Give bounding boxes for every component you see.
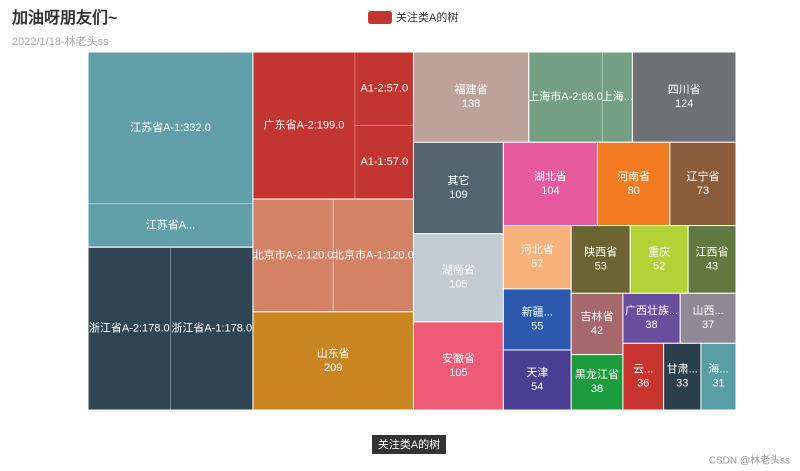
chart-subtitle: 2022/1/18-林老头ss	[12, 34, 109, 48]
leaf-value: 55	[531, 320, 543, 332]
treemap-leaf	[528, 51, 603, 143]
leaf-label: 广东省A-2:199.0	[264, 118, 345, 131]
leaf-value: 109	[449, 189, 467, 201]
treemap-leaf	[502, 225, 572, 290]
leaf-name: 云...	[633, 364, 653, 376]
treemap-leaf	[596, 141, 671, 227]
treemap-leaf	[502, 349, 572, 411]
leaf-value: 43	[706, 260, 718, 272]
legend-swatch[interactable]	[368, 11, 392, 24]
leaf-label: A1-2:57.0	[360, 83, 408, 95]
leaf-name: 四川省	[668, 83, 701, 96]
leaf-name: 天津	[526, 366, 548, 379]
leaf-value: 38	[591, 383, 603, 395]
treemap-leaf	[252, 198, 334, 313]
leaf-name: 新疆...	[522, 304, 553, 318]
leaf-label: 江苏省A...	[146, 218, 196, 231]
leaf-name: 福建省	[455, 82, 488, 96]
leaf-value: 33	[676, 378, 688, 390]
leaf-name: 山西...	[693, 304, 724, 317]
leaf-value: 209	[324, 362, 342, 374]
treemap-leaf	[412, 51, 530, 143]
legend-label[interactable]: 关注类A的树	[396, 10, 458, 24]
treemap-leaf	[570, 225, 631, 294]
leaf-name: 海...	[708, 362, 728, 376]
treemap-leaf	[252, 51, 356, 200]
leaf-name: 安徽省	[442, 351, 475, 365]
treemap-leaf	[629, 225, 689, 294]
treemap-leaf	[332, 198, 414, 313]
leaf-name: 河北省	[521, 243, 554, 256]
leaf-name: 黑龙江省	[575, 368, 619, 381]
leaf-value: 80	[628, 185, 640, 197]
leaf-value: 57	[531, 258, 543, 270]
treemap-leaf	[570, 354, 624, 411]
leaf-value: 105	[449, 367, 467, 379]
treemap-leaf	[252, 311, 414, 411]
leaf-label: A1-1:57.0	[360, 156, 408, 168]
treemap-leaf	[687, 225, 737, 294]
leaf-name: 广西壮族...	[625, 303, 678, 317]
leaf-name: 江西省	[696, 245, 729, 258]
treemap-leaf	[354, 125, 414, 200]
leaf-name: 湖北省	[534, 170, 567, 183]
leaf-name: 河南省	[617, 170, 650, 183]
treemap-leaf	[700, 342, 737, 411]
chart-title: 加油呀朋友们~	[11, 8, 117, 27]
treemap-leaf	[412, 321, 504, 411]
leaf-name: 陕西省	[584, 244, 617, 258]
leaf-name: 重庆	[648, 244, 670, 258]
treemap-leaf	[87, 246, 171, 411]
leaf-value: 52	[653, 260, 665, 272]
leaf-label: 上海市A-2:88.0	[528, 89, 603, 103]
leaf-name: 甘肃...	[667, 363, 698, 376]
leaf-label: 北京市A-2:120.0	[253, 247, 334, 261]
treemap-leaf	[622, 342, 665, 411]
leaf-name: 吉林省	[581, 309, 614, 323]
treemap-leaf	[631, 51, 737, 143]
leaf-value: 73	[697, 185, 709, 197]
leaf-label: 北京市A-1:120.0	[333, 247, 414, 261]
treemap-leaf	[601, 51, 633, 143]
leaf-value: 54	[531, 381, 543, 393]
leaf-label: 上海...	[602, 89, 633, 103]
leaf-name: 辽宁省	[686, 169, 719, 183]
leaf-value: 105	[449, 279, 467, 291]
leaf-label: 江苏省A-1:332.0	[130, 121, 211, 134]
leaf-name: 山东省	[317, 347, 350, 360]
leaf-value: 138	[462, 98, 480, 110]
treemap-leaf	[412, 141, 504, 235]
leaf-label: 浙江省A-1:178.0	[171, 322, 252, 335]
breadcrumb[interactable]: 关注类A的树	[378, 437, 440, 451]
breadcrumb-box[interactable]	[372, 435, 446, 454]
treemap-leaf	[570, 292, 624, 356]
leaf-value: 36	[637, 378, 649, 390]
leaf-value: 53	[595, 260, 607, 272]
treemap-leaf	[169, 246, 254, 411]
leaf-value: 104	[541, 185, 559, 197]
leaf-value: 42	[591, 325, 603, 337]
leaf-value: 31	[712, 378, 724, 390]
leaf-name: 湖南省	[442, 264, 475, 277]
leaf-value: 37	[702, 319, 714, 331]
leaf-value: 38	[645, 319, 657, 331]
treemap-leaf	[679, 292, 737, 344]
leaf-value: 124	[675, 98, 693, 110]
leaf-name: 其它	[447, 173, 469, 187]
watermark: CSDN @林老头ss	[709, 454, 790, 467]
leaf-label: 浙江省A-2:178.0	[89, 322, 170, 335]
treemap-leaf	[502, 141, 598, 227]
